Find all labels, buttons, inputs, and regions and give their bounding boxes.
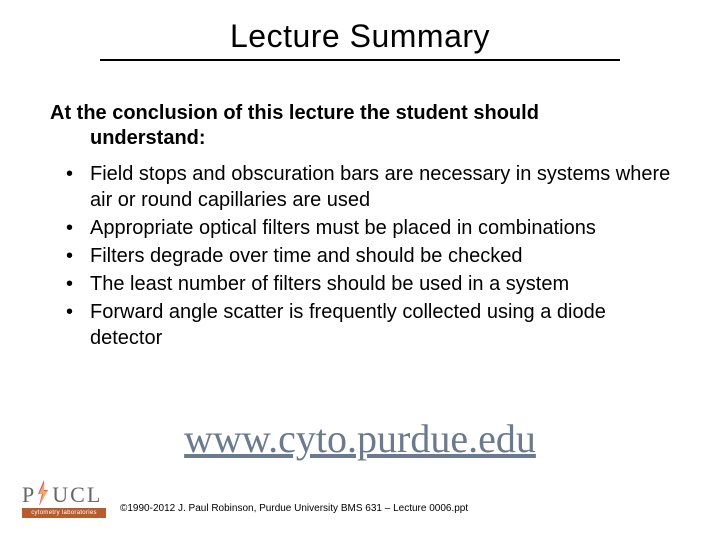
logo-letter: P — [22, 484, 34, 506]
list-item: Filters degrade over time and should be … — [50, 243, 680, 269]
bullet-list: Field stops and obscuration bars are nec… — [50, 161, 680, 351]
intro-line-2: understand: — [50, 126, 680, 151]
pucl-logo: P U C L cytometry laboratories — [22, 476, 102, 518]
slide-title: Lecture Summary — [100, 18, 620, 55]
logo-letter: C — [70, 484, 85, 506]
copyright-footer: ©1990-2012 J. Paul Robinson, Purdue Univ… — [120, 503, 468, 514]
intro-text: At the conclusion of this lecture the st… — [50, 101, 680, 151]
intro-line-1: At the conclusion of this lecture the st… — [50, 102, 539, 124]
list-item: The least number of filters should be us… — [50, 271, 680, 297]
logo-letter: U — [52, 484, 68, 506]
lightning-icon — [36, 480, 50, 506]
logo-bar: cytometry laboratories — [22, 508, 106, 518]
list-item: Field stops and obscuration bars are nec… — [50, 161, 680, 213]
list-item: Forward angle scatter is frequently coll… — [50, 299, 680, 351]
website-link[interactable]: www.cyto.purdue.edu — [184, 416, 536, 461]
slide: Lecture Summary At the conclusion of thi… — [0, 0, 720, 540]
title-underline-container: Lecture Summary — [100, 18, 620, 61]
logo-letter: L — [87, 484, 100, 506]
logo-letters-row: P U C L — [22, 476, 102, 506]
link-row: www.cyto.purdue.edu — [0, 415, 720, 462]
list-item: Appropriate optical filters must be plac… — [50, 215, 680, 241]
